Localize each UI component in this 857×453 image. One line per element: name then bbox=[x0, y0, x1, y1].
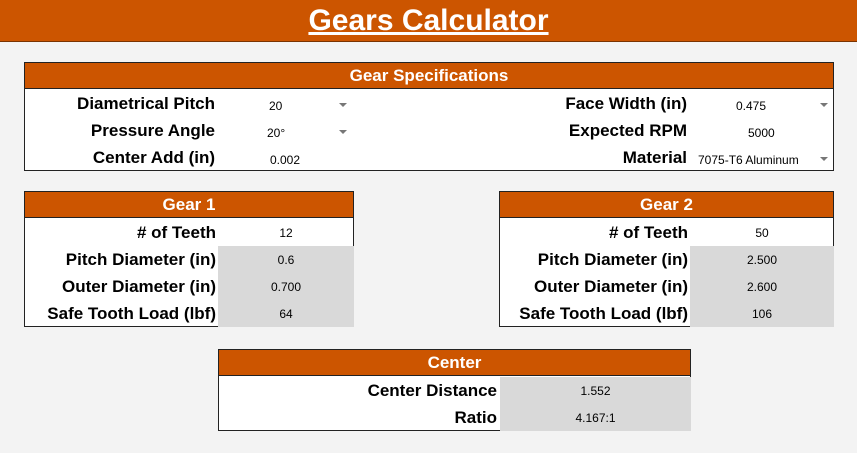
expected-rpm-input[interactable]: 5000 bbox=[748, 126, 775, 140]
dropdown-arrow-icon[interactable] bbox=[339, 130, 347, 134]
gear-specifications-heading: Gear Specifications bbox=[25, 63, 833, 89]
gear-2-heading: Gear 2 bbox=[500, 192, 833, 218]
material-label: Material bbox=[622, 148, 687, 167]
ratio-value: 4.167:1 bbox=[500, 404, 691, 431]
ratio-label: Ratio bbox=[454, 408, 498, 427]
gear-1-outer-diameter-label: Outer Diameter (in) bbox=[62, 277, 216, 296]
center-add-label: Center Add (in) bbox=[92, 148, 215, 167]
gear-1-teeth-label: # of Teeth bbox=[136, 223, 216, 242]
center-distance-value: 1.552 bbox=[500, 377, 691, 404]
center-panel: Center Center Distance 1.552 Ratio 4.167… bbox=[218, 349, 691, 431]
center-heading: Center bbox=[219, 350, 690, 376]
expected-rpm-label: Expected RPM bbox=[568, 121, 687, 140]
page-title: Gears Calculator bbox=[308, 4, 549, 37]
gear-2-pitch-diameter-label: Pitch Diameter (in) bbox=[537, 250, 688, 269]
pressure-angle-select[interactable]: 20° bbox=[267, 126, 286, 140]
gear-2-outer-diameter-label: Outer Diameter (in) bbox=[534, 277, 688, 296]
gear-1-pitch-diameter-label: Pitch Diameter (in) bbox=[65, 250, 216, 269]
diametrical-pitch-select[interactable]: 20 bbox=[269, 99, 283, 113]
gear-2-safe-load-value: 106 bbox=[690, 300, 834, 327]
gear-2-pitch-diameter-value: 2.500 bbox=[690, 246, 834, 273]
center-add-input[interactable]: 0.002 bbox=[270, 153, 301, 167]
gear-1-safe-load-label: Safe Tooth Load (lbf) bbox=[47, 304, 216, 323]
face-width-select[interactable]: 0.475 bbox=[736, 99, 767, 113]
gear-2-teeth-input[interactable]: 50 bbox=[755, 226, 769, 240]
gear-2-outer-diameter-value: 2.600 bbox=[690, 273, 834, 300]
title-banner: Gears Calculator bbox=[0, 0, 857, 42]
gear-1-pitch-diameter-value: 0.6 bbox=[218, 246, 354, 273]
gear-specifications-panel: Gear Specifications Diametrical Pitch 20… bbox=[24, 62, 834, 171]
material-select[interactable]: 7075-T6 Aluminum bbox=[698, 153, 799, 167]
gear-1-teeth-input[interactable]: 12 bbox=[279, 226, 293, 240]
gear-1-panel: Gear 1 # of Teeth 12 Pitch Diameter (in)… bbox=[24, 191, 354, 327]
gear-2-teeth-label: # of Teeth bbox=[608, 223, 688, 242]
center-distance-label: Center Distance bbox=[367, 381, 497, 400]
gear-1-outer-diameter-value: 0.700 bbox=[218, 273, 354, 300]
gear-1-heading: Gear 1 bbox=[25, 192, 353, 218]
dropdown-arrow-icon[interactable] bbox=[820, 103, 828, 107]
dropdown-arrow-icon[interactable] bbox=[820, 157, 828, 161]
diametrical-pitch-label: Diametrical Pitch bbox=[77, 94, 215, 113]
gear-2-panel: Gear 2 # of Teeth 50 Pitch Diameter (in)… bbox=[499, 191, 834, 327]
face-width-label: Face Width (in) bbox=[565, 94, 687, 113]
gear-1-safe-load-value: 64 bbox=[218, 300, 354, 327]
pressure-angle-label: Pressure Angle bbox=[90, 121, 215, 140]
gear-2-safe-load-label: Safe Tooth Load (lbf) bbox=[519, 304, 688, 323]
dropdown-arrow-icon[interactable] bbox=[339, 103, 347, 107]
